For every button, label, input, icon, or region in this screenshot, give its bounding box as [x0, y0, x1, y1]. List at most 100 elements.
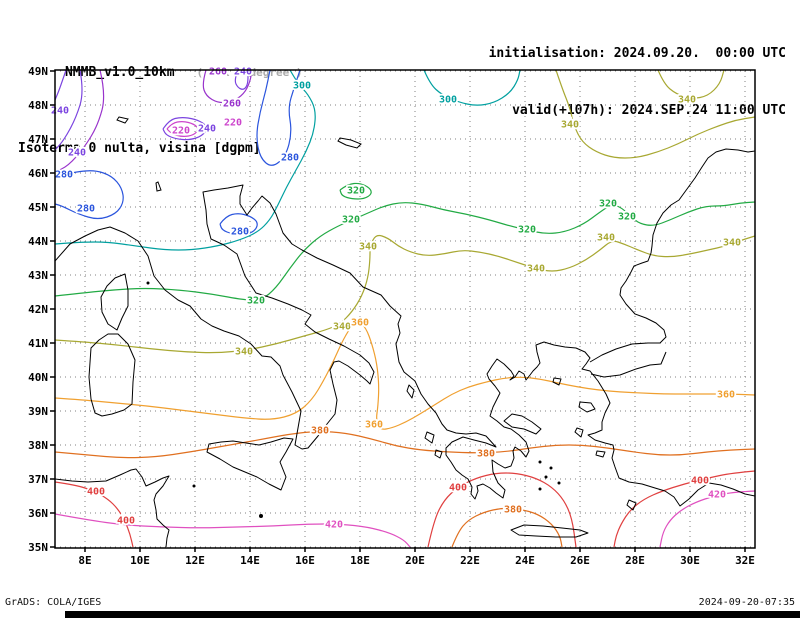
contour-line-300	[55, 70, 316, 251]
grid-layer	[55, 70, 755, 548]
contour-line-240	[55, 70, 83, 151]
contour-label-220: 220	[224, 118, 242, 129]
contour-label-240: 240	[198, 124, 216, 135]
contour-line-320	[339, 182, 372, 200]
island-dot	[146, 281, 150, 285]
island-dots	[146, 281, 561, 518]
island-dot	[259, 514, 263, 518]
lon-tick-label: 16E	[295, 554, 315, 567]
lakes	[116, 116, 362, 192]
contour-line-280	[55, 170, 124, 220]
contour-label-320: 320	[347, 186, 365, 197]
contour-label-340: 340	[597, 233, 615, 244]
contour-label-400: 400	[117, 516, 135, 527]
contour-line-400	[55, 481, 134, 548]
contour-label-340: 340	[235, 347, 253, 358]
map-content	[55, 70, 755, 548]
contour-label-340: 340	[333, 322, 351, 333]
contour-label-280: 280	[281, 153, 299, 164]
header-left: NMMB_v1.0_10km( . x . degree ) Isoterma …	[18, 6, 303, 196]
contour-line-220	[225, 117, 240, 127]
lon-tick-label: 8E	[78, 554, 91, 567]
contour-label-400: 400	[87, 487, 105, 498]
lon-tick-label: 12E	[185, 554, 205, 567]
contour-line-380	[55, 431, 755, 459]
contour-line-220	[166, 121, 199, 137]
contour-label-420: 420	[325, 520, 343, 531]
contour-line-420	[55, 513, 411, 548]
contour-label-240: 240	[68, 148, 86, 159]
contour-line-340	[555, 70, 755, 159]
model-title: NMMB_v1.0_10km	[64, 65, 175, 80]
contour-line-380	[451, 507, 563, 548]
lat-tick-label: 41N	[28, 337, 48, 350]
lat-tick-label: 37N	[28, 473, 48, 486]
lon-tick-label: 18E	[350, 554, 370, 567]
contour-label-400: 400	[691, 476, 709, 487]
contour-label-260: 260	[209, 67, 227, 78]
bottom-bar	[65, 611, 800, 618]
lon-tick-label: 20E	[405, 554, 425, 567]
contour-label-300: 300	[293, 81, 311, 92]
lat-tick-label: 39N	[28, 405, 48, 418]
contour-line-260	[55, 70, 105, 173]
lat-tick-label: 35N	[28, 541, 48, 554]
lat-tick-label: 45N	[28, 201, 48, 214]
contour-label-320: 320	[342, 215, 360, 226]
contour-label-320: 320	[518, 225, 536, 236]
lat-tick-label: 36N	[28, 507, 48, 520]
contour-label-280: 280	[231, 227, 249, 238]
contour-line-360	[55, 321, 755, 430]
contour-label-layer: 260 240 300 300 340 340 240 260 220 240 220 240 280 2…	[49, 65, 743, 533]
island-dot	[538, 460, 542, 464]
contour-label-240: 240	[234, 67, 252, 78]
contour-line-340	[657, 70, 725, 99]
lon-tick-label: 10E	[130, 554, 150, 567]
contour-label-380: 380	[504, 505, 522, 516]
lat-tick-label: 43N	[28, 269, 48, 282]
contour-label-340: 340	[359, 242, 377, 253]
creation-timestamp: 2024-09-20-07:35	[698, 597, 795, 608]
contour-label-320: 320	[599, 199, 617, 210]
contour-line-240	[162, 117, 207, 141]
contour-label-360: 360	[717, 390, 735, 401]
contour-line-340	[55, 234, 755, 354]
lon-tick-label: 26E	[570, 554, 590, 567]
contour-label-340: 340	[723, 238, 741, 249]
contour-label-320: 320	[618, 212, 636, 223]
lon-tick-label: 30E	[680, 554, 700, 567]
field-title: Isoterma 0 nulta, visina [dgpm]	[18, 141, 261, 156]
contour-line-400	[427, 472, 577, 548]
lon-tick-label: 14E	[240, 554, 260, 567]
contour-label-360: 360	[365, 420, 383, 431]
contour-label-400: 400	[449, 483, 467, 494]
contour-label-280: 280	[55, 170, 73, 181]
contour-line-400	[613, 470, 755, 548]
coastline	[55, 148, 755, 548]
lat-tick-label: 49N	[28, 65, 48, 78]
island-dot	[544, 475, 548, 479]
contour-line-300	[423, 70, 521, 106]
init-time: initialisation: 2024.09.20. 00:00 UTC	[488, 46, 786, 61]
contour-label-240: 240	[51, 106, 69, 117]
lat-tick-label: 40N	[28, 371, 48, 384]
contour-line-240	[55, 70, 67, 101]
contour-label-380: 380	[477, 449, 495, 460]
contour-label-340: 340	[527, 264, 545, 275]
contour-line-320	[55, 201, 755, 301]
contour-label-340: 340	[561, 120, 579, 131]
contour-label-380: 380	[311, 426, 329, 437]
grads-credit: GrADS: COLA/IGES	[5, 597, 102, 608]
island-dot	[538, 487, 542, 491]
lat-tick-label: 46N	[28, 167, 48, 180]
contour-label-420: 420	[708, 490, 726, 501]
contour-line-240	[234, 70, 249, 90]
contour-label-300: 300	[439, 95, 457, 106]
lat-tick-label: 48N	[28, 99, 48, 112]
island-dot	[192, 484, 196, 488]
contour-layer	[55, 70, 755, 548]
contour-line-260	[202, 70, 253, 104]
axis-layer: 8E 10E 12E 14E 16E 18E 20E 22E 24E 26E 28E 30E 32E 49…	[28, 65, 755, 567]
